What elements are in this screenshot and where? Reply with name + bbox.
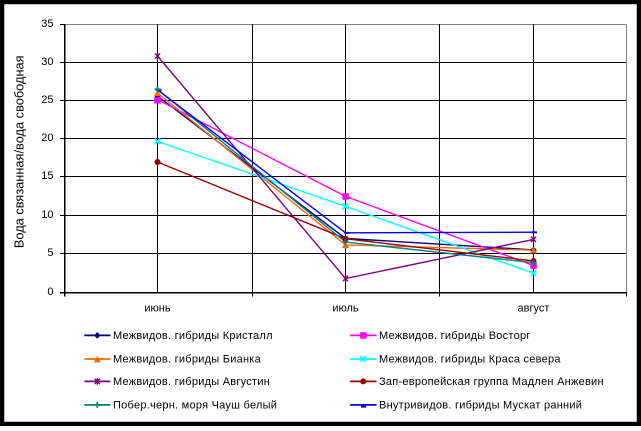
svg-text:Межвидов. гибриды Кристалл: Межвидов. гибриды Кристалл (113, 330, 273, 342)
svg-text:5: 5 (47, 247, 53, 259)
svg-text:Внутривидов. гибриды Мускат ра: Внутривидов. гибриды Мускат ранний (379, 400, 582, 412)
svg-text:25: 25 (41, 94, 53, 106)
svg-text:30: 30 (41, 56, 53, 68)
svg-text:Побер.черн. моря Чауш белый: Побер.черн. моря Чауш белый (113, 400, 277, 412)
svg-text:20: 20 (41, 132, 53, 144)
svg-text:июль: июль (332, 303, 359, 315)
svg-text:Межвидов. гибриды Августин: Межвидов. гибриды Августин (113, 376, 270, 388)
svg-text:Межвидов. гибриды Восторг: Межвидов. гибриды Восторг (379, 330, 531, 342)
svg-text:15: 15 (41, 170, 53, 182)
svg-text:Межвидов. гибриды Краса севера: Межвидов. гибриды Краса севера (379, 353, 561, 365)
svg-text:июнь: июнь (144, 303, 170, 315)
svg-text:Вода связанная/вода свободная: Вода связанная/вода свободная (12, 55, 27, 248)
svg-text:0: 0 (47, 286, 53, 298)
svg-text:Межвидов. гибриды Бианка: Межвидов. гибриды Бианка (113, 353, 262, 365)
svg-text:Зап-европейская группа Мадлен: Зап-европейская группа Мадлен Анжевин (379, 376, 604, 388)
svg-text:август: август (518, 303, 550, 315)
svg-text:10: 10 (41, 209, 53, 221)
svg-text:35: 35 (41, 18, 53, 30)
